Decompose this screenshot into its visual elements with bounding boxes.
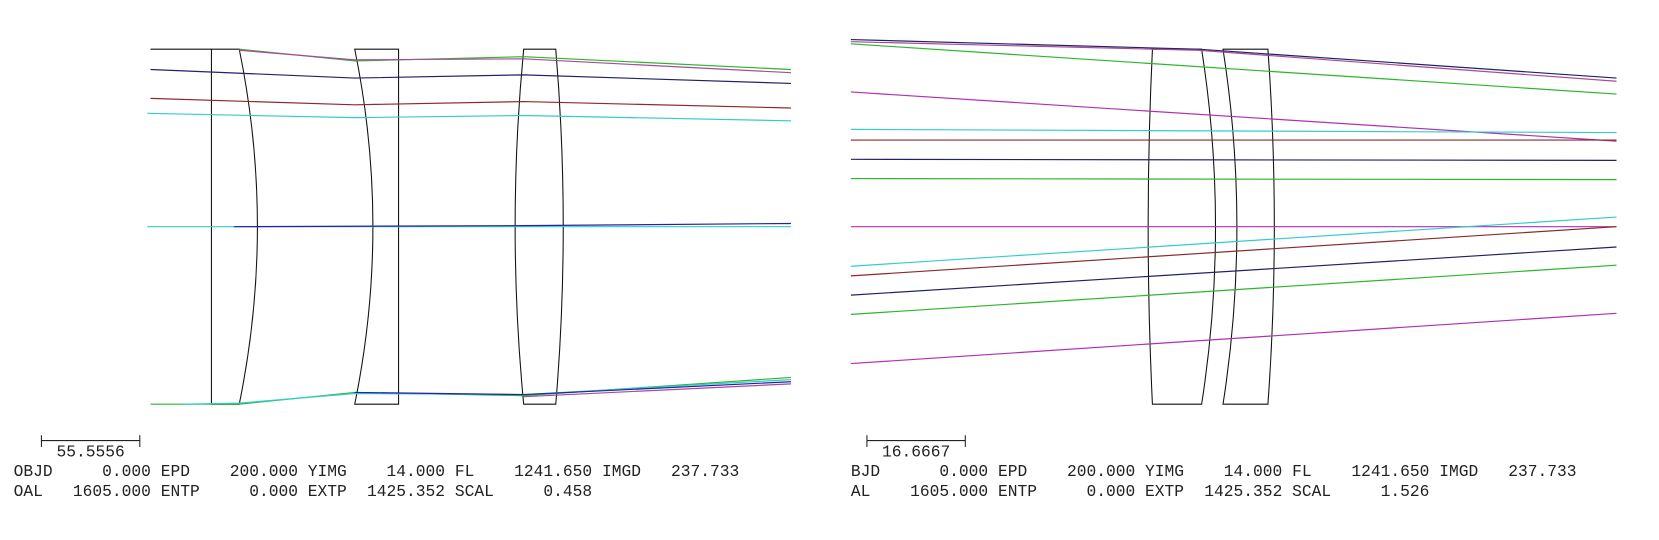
ray	[147, 112, 792, 122]
field-value: 0.000	[939, 462, 988, 481]
field-label: IMGD	[1439, 462, 1478, 481]
ray	[150, 97, 792, 109]
lens	[354, 48, 400, 405]
ray	[150, 68, 792, 84]
field-value: 0.000	[249, 482, 298, 501]
field-value: 200.000	[230, 462, 298, 481]
field-label: ENTP	[161, 482, 200, 501]
ray	[182, 379, 792, 405]
ray	[850, 177, 1617, 181]
field-label: OAL	[14, 482, 43, 501]
ray	[850, 43, 1617, 95]
field-value: 1605.000	[910, 482, 988, 501]
field-value: 237.733	[671, 462, 739, 481]
scale-bar-label: 55.5556	[56, 443, 124, 462]
ray	[850, 128, 1617, 134]
field-label: ENTP	[998, 482, 1037, 501]
lens	[1222, 48, 1275, 405]
field-label: BJD	[851, 462, 880, 481]
field-label: FL	[1292, 462, 1312, 481]
field-label: FL	[455, 462, 475, 481]
scale-bar-label: 16.6667	[882, 443, 950, 462]
field-label: SCAL	[1292, 482, 1331, 501]
ray	[150, 376, 792, 405]
field-label: IMGD	[602, 462, 641, 481]
ray	[850, 38, 1617, 79]
lens-drawing-left	[147, 48, 792, 405]
field-label: YIMG	[308, 462, 347, 481]
ray	[523, 383, 792, 398]
field-value: 1605.000	[73, 482, 151, 501]
field-value: 200.000	[1067, 462, 1135, 481]
lens-drawing-right	[850, 38, 1617, 405]
ray	[850, 91, 1617, 142]
field-label: EPD	[998, 462, 1027, 481]
field-label: EXTP	[1145, 482, 1184, 501]
lens	[514, 48, 564, 405]
field-label: AL	[851, 482, 871, 501]
field-value: 1.526	[1381, 482, 1430, 501]
field-label: YIMG	[1145, 462, 1184, 481]
field-label: EPD	[161, 462, 190, 481]
field-value: 0.000	[1086, 482, 1135, 501]
ray	[354, 381, 792, 396]
ray	[850, 41, 1617, 82]
field-value: 0.000	[102, 462, 151, 481]
ray	[850, 264, 1617, 315]
field-value: 14.000	[1224, 462, 1283, 481]
field-value: 1425.352	[367, 482, 445, 501]
ray	[850, 226, 1617, 277]
field-value: 1241.650	[1351, 462, 1429, 481]
ray	[850, 216, 1617, 267]
ray	[239, 49, 792, 74]
lens	[210, 48, 258, 405]
field-label: EXTP	[308, 482, 347, 501]
field-value: 1241.650	[514, 462, 592, 481]
ray	[850, 246, 1617, 296]
ray	[850, 158, 1617, 161]
field-value: 237.733	[1508, 462, 1576, 481]
field-value: 14.000	[387, 462, 446, 481]
ray	[233, 222, 792, 228]
field-value: 0.458	[543, 482, 592, 501]
ray	[850, 312, 1617, 365]
field-value: 1425.352	[1204, 482, 1282, 501]
field-label: OBJD	[14, 462, 53, 481]
field-label: SCAL	[455, 482, 494, 501]
lens	[1147, 48, 1217, 405]
